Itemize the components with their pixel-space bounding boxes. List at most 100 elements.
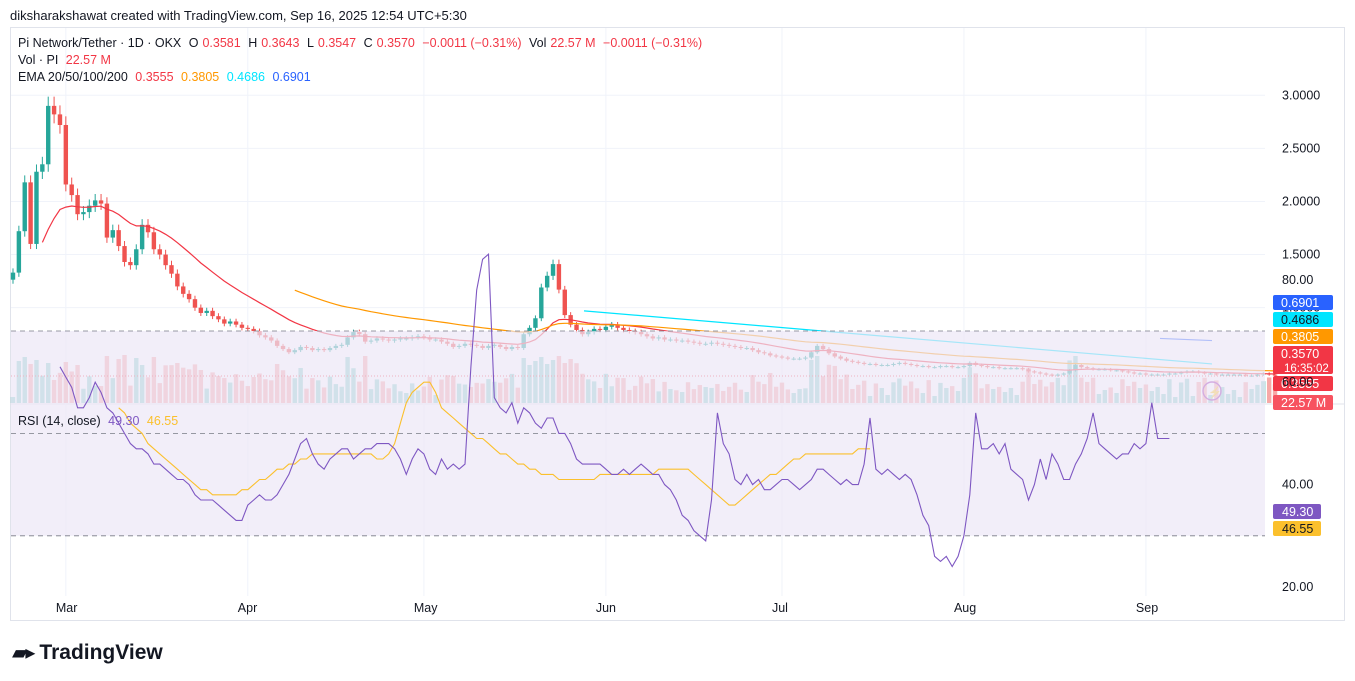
close-label: C — [363, 36, 373, 50]
candle-body — [621, 327, 626, 330]
time-axis-label: Aug — [954, 601, 976, 615]
time-axis-label: Sep — [1136, 601, 1158, 615]
ema50-value: 0.3805 — [181, 70, 220, 84]
candle-body — [204, 310, 209, 313]
tradingview-logo: ▰▸ TradingView — [12, 640, 163, 665]
low-label: L — [306, 36, 314, 50]
candle-body — [28, 182, 33, 244]
candle-body — [198, 307, 204, 313]
candle-body — [98, 200, 104, 204]
candle-body — [210, 310, 215, 317]
tradingview-logo-icon: ▰▸ — [12, 642, 35, 664]
time-axis-label: May — [414, 601, 438, 615]
ema200-value: 0.6901 — [272, 70, 311, 84]
candle-body — [10, 272, 16, 280]
candle-body — [550, 264, 556, 276]
candle-body — [574, 324, 579, 330]
candle-body — [533, 318, 538, 328]
high-label: H — [248, 36, 258, 50]
low-value: 0.3547 — [317, 36, 357, 50]
candle-body — [562, 289, 567, 316]
price-tick-label: 2.0000 — [1282, 194, 1320, 208]
open-label: O — [188, 36, 199, 50]
candle-body — [57, 114, 63, 125]
price-tick-label: 1.5000 — [1282, 248, 1320, 262]
candle-body — [134, 249, 139, 266]
candle-body — [251, 328, 256, 332]
price-badge-label: 0.6901 — [1281, 296, 1319, 310]
candle-body — [556, 264, 562, 290]
time-axis-label: Apr — [238, 601, 257, 615]
candle-body — [128, 261, 133, 266]
ohlc-legend: Pi Network/Tether · 1D · OKX O 0.3581 H 0.… — [18, 36, 706, 50]
rsi-ma-value: 46.55 — [146, 414, 179, 428]
rsi-badge-label: 46.55 — [1282, 522, 1313, 536]
chart-frame — [10, 27, 1345, 621]
candle-body — [22, 182, 27, 232]
time-axis-label: Mar — [56, 601, 78, 615]
vol-change-value: −0.0011 (−0.31%) — [603, 36, 703, 50]
candle-body — [239, 324, 245, 328]
candle-body — [245, 327, 250, 329]
candle-body — [539, 287, 544, 319]
candle-body — [192, 299, 198, 308]
candle-body — [69, 184, 74, 196]
candle-body — [186, 293, 192, 300]
candle-body — [216, 316, 221, 320]
rsi-tick-label: 40.00 — [1282, 478, 1313, 492]
time-axis-label: Jun — [596, 601, 616, 615]
price-badge — [1273, 395, 1333, 410]
candle-body — [544, 275, 550, 288]
candle-body — [615, 324, 620, 328]
candle-body — [75, 195, 80, 215]
price-badge — [1273, 295, 1333, 310]
candle-body — [181, 286, 186, 294]
price-tick-label: 3.0000 — [1282, 88, 1320, 102]
candle-body — [591, 328, 597, 333]
candle-body — [40, 164, 45, 172]
candle-body — [16, 231, 22, 273]
candle-body — [175, 273, 180, 287]
ema-label: EMA 20/50/100/200 — [18, 70, 128, 84]
candle-body — [87, 205, 92, 213]
candle-body — [63, 124, 69, 185]
volume-bar — [1266, 377, 1272, 403]
candle-body — [116, 230, 121, 247]
candle-body — [603, 326, 609, 330]
candle-body — [51, 105, 57, 115]
volume-bar — [1272, 384, 1278, 403]
candle-body — [151, 232, 157, 250]
candle-body — [122, 246, 127, 262]
candle-body — [104, 203, 110, 238]
price-badge-label: 0.3805 — [1281, 330, 1319, 344]
volume-legend: Vol · PI 22.57 M — [18, 53, 115, 67]
rsi-label: RSI (14, close) — [18, 414, 101, 428]
change-value: −0.0011 (−0.31%) — [422, 36, 522, 50]
candle-body — [81, 212, 86, 215]
candle-body — [46, 105, 51, 165]
candle-body — [157, 249, 162, 255]
candle-body — [163, 254, 168, 266]
rsi-legend: RSI (14, close) 49.30 46.55 — [18, 414, 182, 428]
candle-body — [233, 321, 239, 325]
price-badge — [1273, 312, 1333, 327]
candle-body — [1272, 374, 1278, 376]
candle-body — [222, 319, 227, 324]
candle-body — [609, 324, 614, 327]
candle-body — [627, 329, 632, 332]
price-badge — [1273, 376, 1333, 391]
rsi-badge — [1273, 504, 1321, 519]
candle-body — [597, 328, 603, 330]
high-value: 0.3643 — [261, 36, 300, 50]
price-badge-label: 0.3570 — [1281, 347, 1319, 361]
candle-body — [145, 224, 151, 233]
candle-body — [139, 224, 145, 250]
price-badge-time: 16:35:02 — [1284, 363, 1329, 375]
ema-legend: EMA 20/50/100/200 0.3555 0.3805 0.4686 0… — [18, 70, 315, 84]
candle-body — [110, 230, 115, 238]
price-badge-label: 0.3555 — [1281, 377, 1319, 391]
volume-row-label: Vol · PI — [18, 53, 59, 67]
rsi-badge-label: 49.30 — [1282, 505, 1313, 519]
chart-caption: diksharakshawat created with TradingView… — [10, 8, 467, 23]
